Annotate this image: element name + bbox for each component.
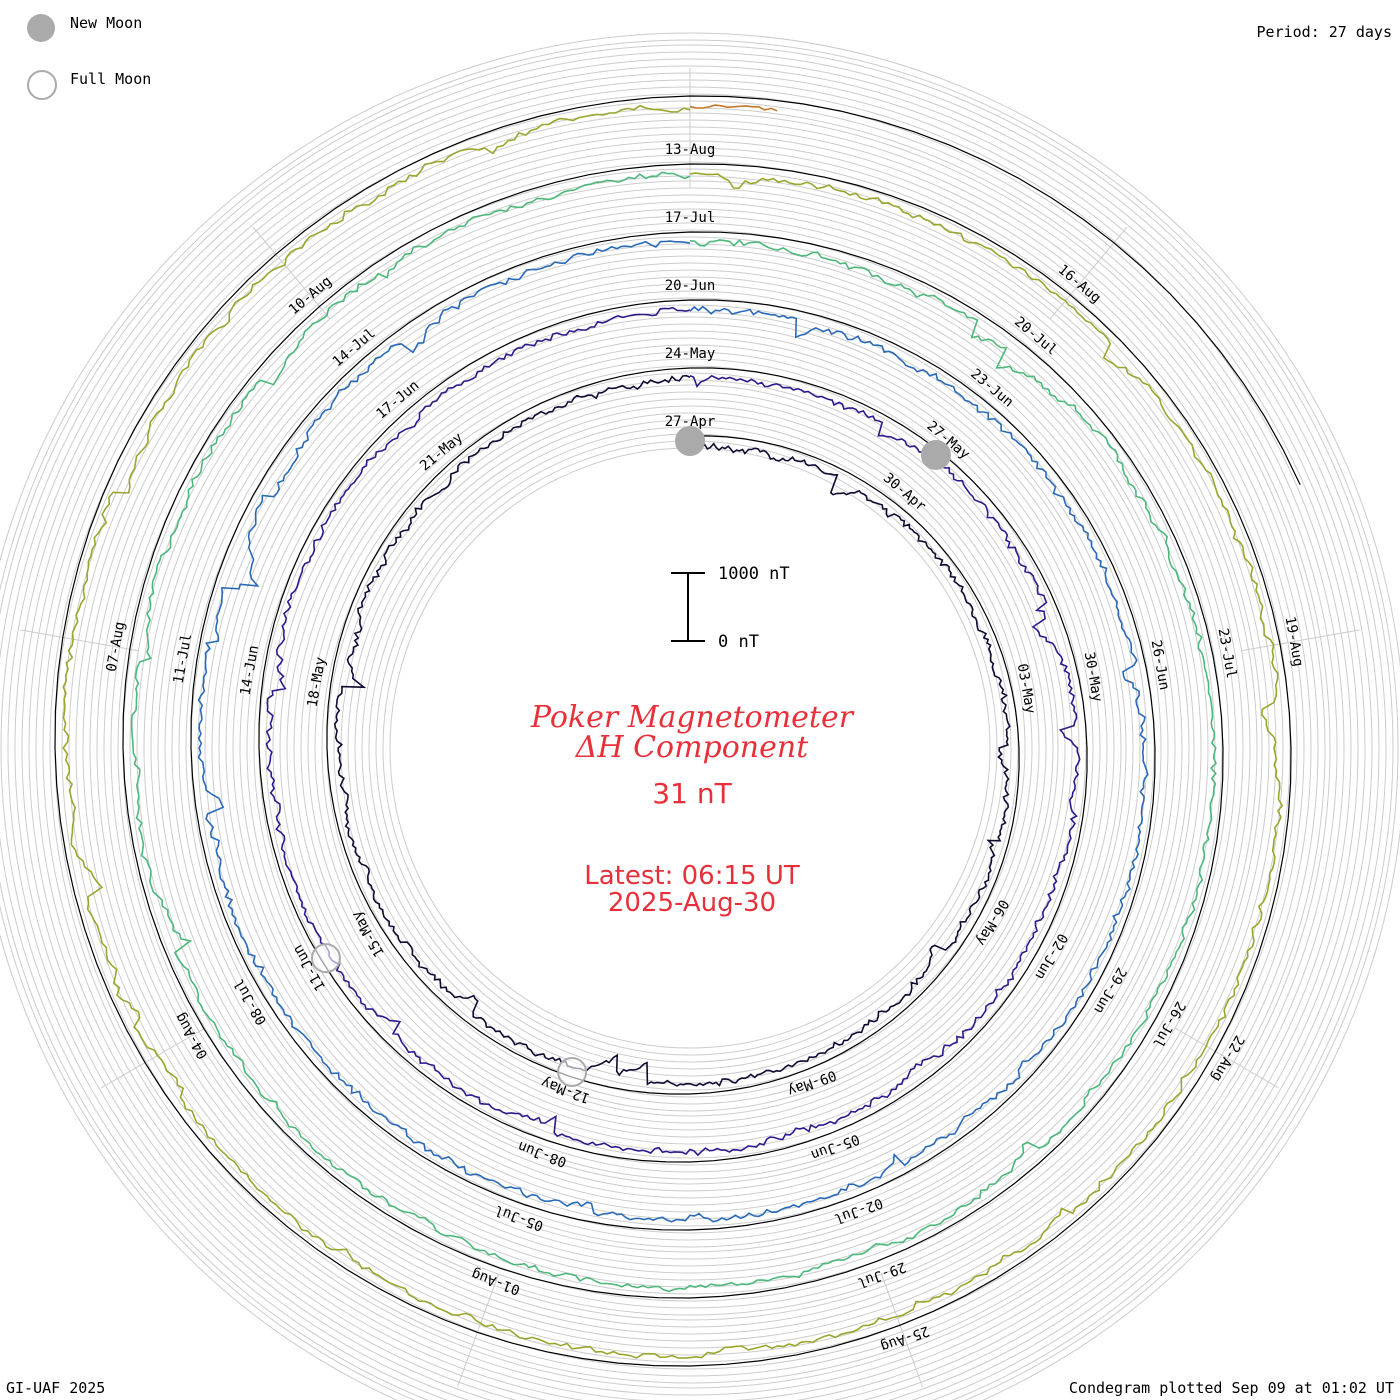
- date-label: 30-May: [1081, 651, 1106, 704]
- grid-ring: [7, 65, 1373, 1400]
- grid-ring: [218, 276, 1162, 1220]
- date-label: 23-Jun: [967, 366, 1016, 411]
- date-label: 29-Jul: [855, 1258, 908, 1290]
- grid-ring: [314, 372, 1066, 1124]
- grid-ring: [0, 58, 1380, 1400]
- date-label: 09-May: [785, 1067, 838, 1099]
- grid-ring: [136, 194, 1244, 1302]
- grid-ring: [321, 379, 1059, 1117]
- grid-spoke: [252, 226, 331, 320]
- grid-spoke: [881, 1274, 924, 1388]
- latest-date: 2025-Aug-30: [608, 888, 776, 918]
- grid-ring: [157, 215, 1223, 1281]
- series-trace-2: [197, 240, 1149, 1223]
- date-label: 20-Jul: [1011, 314, 1060, 359]
- series-trace-0: [333, 374, 1011, 1087]
- date-label: 26-Jun: [1148, 639, 1173, 692]
- date-label: 05-Jul: [493, 1201, 546, 1233]
- date-label: 04-Aug: [172, 1010, 211, 1062]
- chart-title-line2: ΔH Component: [575, 730, 809, 765]
- new-moon-marker: [920, 439, 951, 470]
- grid-ring: [307, 365, 1073, 1131]
- grid-ring: [246, 304, 1134, 1192]
- date-label: 19-Aug: [1282, 615, 1307, 668]
- series-trace-1: [265, 306, 1081, 1157]
- grid-ring: [347, 405, 1033, 1091]
- grid-ring: [0, 44, 1394, 1400]
- grid-ring: [265, 323, 1115, 1173]
- date-label: 20-Jun: [665, 278, 716, 294]
- new-moon-legend-icon: [27, 14, 55, 42]
- grid-spoke: [20, 629, 139, 652]
- grid-ring: [279, 337, 1101, 1159]
- full-moon-legend-label: Full Moon: [70, 70, 152, 88]
- plotted-timestamp: Condegram plotted Sep 09 at 01:02 UT: [1068, 1379, 1394, 1397]
- date-label: 27-Apr: [665, 414, 716, 430]
- series-trace-5: [689, 104, 778, 112]
- grid-ring: [150, 208, 1230, 1288]
- grid-ring: [272, 330, 1108, 1166]
- scale-top-label: 1000 nT: [718, 564, 790, 584]
- scale-bottom-label: 0 nT: [718, 632, 759, 652]
- full-moon-marker: [310, 943, 341, 974]
- grid-ring: [143, 201, 1237, 1295]
- grid-ring: [333, 391, 1047, 1105]
- full-moon-marker: [557, 1056, 588, 1087]
- date-label: 16-Aug: [1055, 262, 1104, 307]
- date-label: 17-Jul: [665, 210, 716, 226]
- new-moon-marker: [675, 426, 705, 456]
- new-moon-legend-label: New Moon: [70, 14, 143, 32]
- grid-ring: [253, 311, 1127, 1185]
- date-label: 03-May: [1014, 662, 1039, 715]
- latest-time: Latest: 06:15 UT: [584, 861, 800, 891]
- grid-ring: [211, 269, 1169, 1227]
- date-label: 25-Aug: [878, 1322, 931, 1354]
- grid-ring: [185, 243, 1195, 1253]
- grid-ring: [361, 419, 1019, 1077]
- date-label: 02-Jul: [832, 1194, 885, 1226]
- grid-ring: [204, 262, 1176, 1234]
- baseline-spiral: [54, 95, 1301, 1367]
- trace-layer: [62, 104, 1284, 1359]
- current-value: 31 nT: [652, 777, 732, 810]
- date-label: 07-Aug: [104, 620, 129, 673]
- credit-label: GI-UAF 2025: [6, 1379, 106, 1397]
- grid-ring: [293, 351, 1087, 1145]
- date-label: 13-Aug: [665, 142, 716, 158]
- grid-ring: [340, 398, 1040, 1098]
- grid-ring: [171, 229, 1209, 1267]
- grid-ring: [225, 283, 1155, 1213]
- grid-ring: [178, 236, 1202, 1260]
- grid-spoke: [1174, 1027, 1280, 1089]
- series-trace-4: [62, 104, 1284, 1359]
- period-label: Period: 27 days: [1256, 23, 1392, 41]
- moon-marker-layer: [310, 426, 951, 1087]
- grid-ring: [232, 290, 1148, 1206]
- series-trace-3: [130, 171, 1217, 1293]
- grid-spoke: [456, 1274, 499, 1388]
- scale-bar: 1000 nT 0 nT: [671, 564, 790, 652]
- grid-spoke: [100, 1027, 206, 1089]
- date-label: 23-Jul: [1215, 627, 1240, 680]
- full-moon-legend-icon: [27, 70, 57, 100]
- grid-ring: [197, 255, 1183, 1241]
- chart-title-line1: Poker Magnetometer: [530, 700, 855, 735]
- date-label: 05-Jun: [809, 1130, 862, 1162]
- date-label: 24-May: [665, 346, 716, 362]
- grid-spoke: [1241, 629, 1360, 652]
- date-label: 08-Jun: [516, 1138, 569, 1170]
- grid-ring: [300, 358, 1080, 1138]
- grid-ring: [239, 297, 1141, 1199]
- grid-ring: [0, 51, 1387, 1400]
- grid-ring: [0, 39, 1399, 1400]
- grid-ring: [286, 344, 1094, 1152]
- date-label: 01-Aug: [469, 1265, 522, 1297]
- grid-ring: [0, 32, 1400, 1400]
